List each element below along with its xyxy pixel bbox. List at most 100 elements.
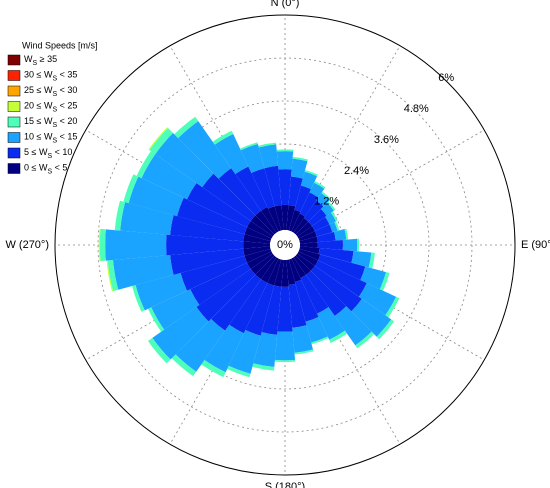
sector-segment <box>170 248 245 275</box>
sector-segment <box>251 168 275 209</box>
sector-segment <box>171 354 197 377</box>
y-tick-label: 0% <box>277 239 293 251</box>
grid-ring <box>54 14 516 476</box>
sector-segment <box>264 165 282 207</box>
sector-segment <box>204 324 244 373</box>
sector-segment <box>180 255 248 291</box>
sector-segment <box>286 205 296 231</box>
legend-label: 10 ≤ WS < 15 <box>24 132 77 144</box>
sector-segment <box>105 229 167 261</box>
sector-segment <box>288 283 307 328</box>
legend-swatch <box>7 132 21 143</box>
sector-segment <box>303 200 324 222</box>
sector-segment <box>329 222 338 233</box>
sector-segment <box>196 269 256 322</box>
sector-segment <box>244 227 272 242</box>
sector-segment <box>295 253 315 271</box>
y-tick-label: 2.4% <box>344 165 369 177</box>
sector-segment <box>247 220 273 239</box>
sector-segment <box>281 204 289 231</box>
sector-segment <box>175 318 226 372</box>
legend-swatch <box>7 54 21 66</box>
legend-label: 30 ≤ WS < 35 <box>24 70 77 82</box>
sector-segment <box>299 246 320 254</box>
y-tick-label: 6% <box>438 72 454 84</box>
sector-segment <box>294 279 319 322</box>
sector-segment <box>292 156 308 162</box>
sector-segment <box>304 169 318 177</box>
sector-segment <box>136 151 156 179</box>
sector-segment <box>244 248 272 263</box>
sector-segment <box>379 272 390 291</box>
sector-segment <box>316 231 336 243</box>
sector-segment <box>98 228 101 262</box>
sector-segment <box>342 238 358 252</box>
sector-segment <box>255 210 277 235</box>
sector-segment <box>202 173 256 221</box>
sector-segment <box>357 238 360 252</box>
sector-segment <box>240 142 258 151</box>
sector-segment <box>147 307 165 332</box>
sector-segment <box>186 182 251 228</box>
sector-segment <box>260 207 279 233</box>
sector-segment <box>178 121 232 179</box>
sector-segment <box>99 228 106 262</box>
sector-segment <box>318 248 354 263</box>
sector-segment <box>240 143 265 173</box>
sector-segment <box>155 133 214 188</box>
sector-segment <box>247 251 273 270</box>
sector-segment <box>329 330 348 344</box>
sector-segment <box>293 218 309 235</box>
sector-segment <box>147 337 171 364</box>
sector-segment <box>360 266 387 290</box>
sector-segment <box>235 166 268 211</box>
sector-segment <box>344 228 349 240</box>
legend-swatch <box>7 85 21 97</box>
sector-segment <box>278 169 292 206</box>
sector-segment <box>177 197 248 235</box>
grid-ring <box>140 100 430 390</box>
sector-segment <box>286 259 296 285</box>
sector-segment <box>327 201 336 211</box>
y-tick-label: 4.8% <box>404 103 429 115</box>
legend-label: 0 ≤ WS < 5 <box>24 163 67 175</box>
sector-segment <box>355 331 375 349</box>
sector-segment <box>316 193 330 207</box>
sector-segment <box>293 255 311 275</box>
sector-segment <box>311 336 329 345</box>
sector-segment <box>309 182 325 198</box>
sector-segment <box>243 234 271 244</box>
sector-segment <box>276 149 294 152</box>
legend-label: 5 ≤ WS < 10 <box>24 147 72 159</box>
sector-segment <box>321 191 332 201</box>
sector-segment <box>245 282 275 336</box>
sector-segment <box>288 258 302 282</box>
sector-segment <box>114 200 126 231</box>
sector-segment <box>174 116 199 139</box>
sector-segment <box>291 213 305 233</box>
legend-label: WS ≥ 35 <box>24 54 57 66</box>
sector-segment <box>267 258 282 286</box>
sector-segment <box>334 221 340 231</box>
legend-swatch <box>7 163 21 174</box>
sector-segment <box>317 307 345 340</box>
sector-segment <box>308 209 327 227</box>
sector-segment <box>211 274 261 331</box>
sector-segment <box>300 274 329 314</box>
sector-segment <box>320 202 334 216</box>
x-tick-label: E (90° <box>521 239 550 251</box>
sector-segment <box>314 260 367 297</box>
sector-segment <box>106 260 114 292</box>
sector-segment <box>358 283 397 316</box>
sector-segment <box>252 363 275 371</box>
sector-segment <box>331 211 338 222</box>
sector-segment <box>310 265 362 312</box>
sector-segment <box>297 226 315 239</box>
sector-segment <box>123 174 139 204</box>
sector-segment <box>351 298 392 337</box>
sector-segment <box>166 234 244 256</box>
sector-segment <box>314 224 333 237</box>
sector-segment <box>277 286 293 332</box>
sector-segment <box>141 154 197 200</box>
